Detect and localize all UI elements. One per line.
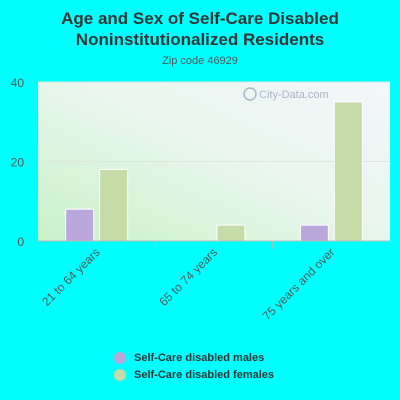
bar-females: [333, 101, 363, 242]
bar-males: [299, 224, 329, 242]
chart-title: Age and Sex of Self-Care Disabled Nonins…: [0, 8, 400, 50]
bar-females: [99, 168, 129, 242]
watermark-text: City-Data.com: [259, 89, 329, 101]
legend-swatch-females: [114, 369, 126, 381]
y-axis: 0 20 40: [11, 76, 25, 249]
x-tick-label: 65 to 74 years: [156, 245, 220, 309]
legend: Self-Care disabled males Self-Care disab…: [114, 350, 274, 384]
y-tick-label: 0: [17, 235, 24, 249]
y-tick-label: 20: [11, 156, 25, 170]
legend-item-males: Self-Care disabled males: [114, 350, 274, 366]
x-tick-label: 75 years and over: [260, 245, 338, 323]
chart-title-line-2: Noninstitutionalized Residents: [75, 30, 325, 49]
bar-females: [216, 224, 246, 242]
x-axis: 21 to 64 years 65 to 74 years 75 years and…: [38, 240, 390, 323]
legend-swatch-males: [114, 352, 126, 364]
chart-subtitle: Zip code 46929: [162, 55, 238, 67]
legend-item-females: Self-Care disabled females: [114, 367, 274, 383]
legend-label-females: Self-Care disabled females: [134, 369, 275, 381]
bar-males: [65, 208, 95, 242]
bars: [65, 101, 363, 242]
grid-lines: [38, 81, 390, 162]
chart-title-line-1: Age and Sex of Self-Care Disabled: [61, 9, 339, 28]
x-tick-label: 21 to 64 years: [39, 245, 103, 309]
watermark: City-Data.com: [243, 87, 329, 101]
legend-label-males: Self-Care disabled males: [134, 352, 265, 364]
y-tick-label: 40: [11, 76, 25, 90]
